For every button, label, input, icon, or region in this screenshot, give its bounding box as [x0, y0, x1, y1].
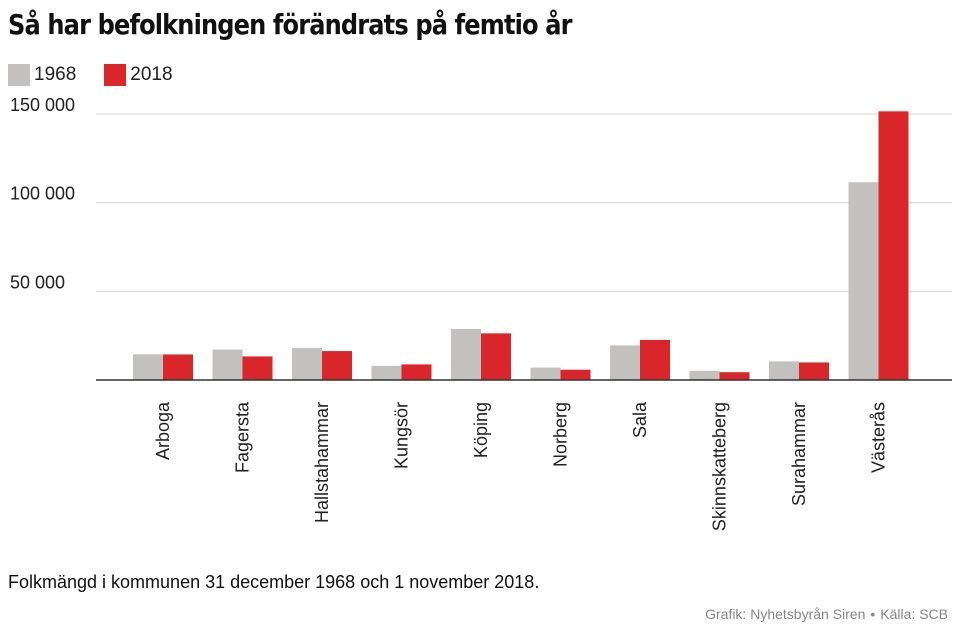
x-tick-label: Skinnskatteberg — [710, 402, 730, 531]
x-tick-label: Surahammar — [789, 402, 809, 506]
bar-fagersta-2018 — [242, 356, 273, 380]
credit-grafik: Grafik: Nyhetsbyrån Siren — [705, 606, 866, 622]
bar-skinnskatteberg-1968 — [689, 370, 720, 380]
y-tick-labels: 50 000 100 000 150 000 — [10, 95, 75, 292]
legend-item-1968: 1968 — [8, 64, 76, 86]
credit-line: Grafik: Nyhetsbyrån Siren • Källa: SCB — [705, 606, 948, 622]
x-tick-label: Arboga — [153, 401, 173, 460]
x-tick-label: Norberg — [551, 402, 571, 467]
bar-norberg-2018 — [560, 369, 591, 380]
legend-label-1968: 1968 — [34, 64, 77, 85]
y-tick-label: 150 000 — [10, 95, 75, 115]
y-tick-label: 100 000 — [10, 184, 75, 204]
bars — [133, 111, 909, 380]
y-tick-label: 50 000 — [10, 272, 65, 292]
bar-fagersta-1968 — [212, 349, 243, 380]
x-tick-labels: Arboga Fagersta Hallstahammar Kungsör Köping… — [153, 401, 889, 531]
x-tick-label: Sala — [630, 401, 650, 438]
legend-item-2018: 2018 — [104, 64, 173, 86]
bar-surahammar-2018 — [799, 362, 829, 380]
bar-västerås-1968 — [848, 182, 879, 380]
bar-skinnskatteberg-2018 — [719, 372, 750, 380]
bar-hallstahammar-1968 — [292, 348, 322, 380]
gridlines — [96, 113, 952, 292]
chart-title: Så har befolkningen förändrats på femtio… — [8, 8, 572, 41]
bar-kungsör-2018 — [401, 364, 432, 380]
bar-norberg-1968 — [530, 367, 561, 380]
bar-sala-1968 — [610, 345, 640, 380]
legend: 1968 2018 — [8, 64, 201, 86]
bar-köping-1968 — [451, 328, 481, 380]
x-tick-label: Fagersta — [233, 401, 253, 473]
x-tick-label: Kungsör — [392, 402, 412, 469]
legend-label-2018: 2018 — [130, 64, 173, 85]
bar-arboga-2018 — [163, 354, 193, 380]
bar-surahammar-1968 — [769, 361, 799, 380]
x-tick-label: Västerås — [869, 402, 889, 473]
bar-arboga-1968 — [133, 354, 163, 380]
bar-hallstahammar-2018 — [322, 351, 352, 380]
legend-swatch-2018 — [104, 64, 127, 86]
bar-sala-2018 — [640, 339, 670, 380]
x-tick-label: Hallstahammar — [312, 402, 332, 523]
credit-source: Källa: SCB — [880, 606, 948, 622]
bar-köping-2018 — [481, 333, 511, 380]
x-tick-label: Köping — [471, 402, 491, 458]
bar-kungsör-1968 — [371, 365, 402, 380]
chart-caption: Folkmängd i kommunen 31 december 1968 oc… — [8, 572, 540, 592]
bar-västerås-2018 — [878, 111, 909, 380]
legend-swatch-1968 — [8, 64, 30, 86]
credit-separator: • — [870, 606, 876, 622]
bar-chart: 50 000 100 000 150 000 Arboga Fagersta Halls… — [10, 95, 952, 531]
